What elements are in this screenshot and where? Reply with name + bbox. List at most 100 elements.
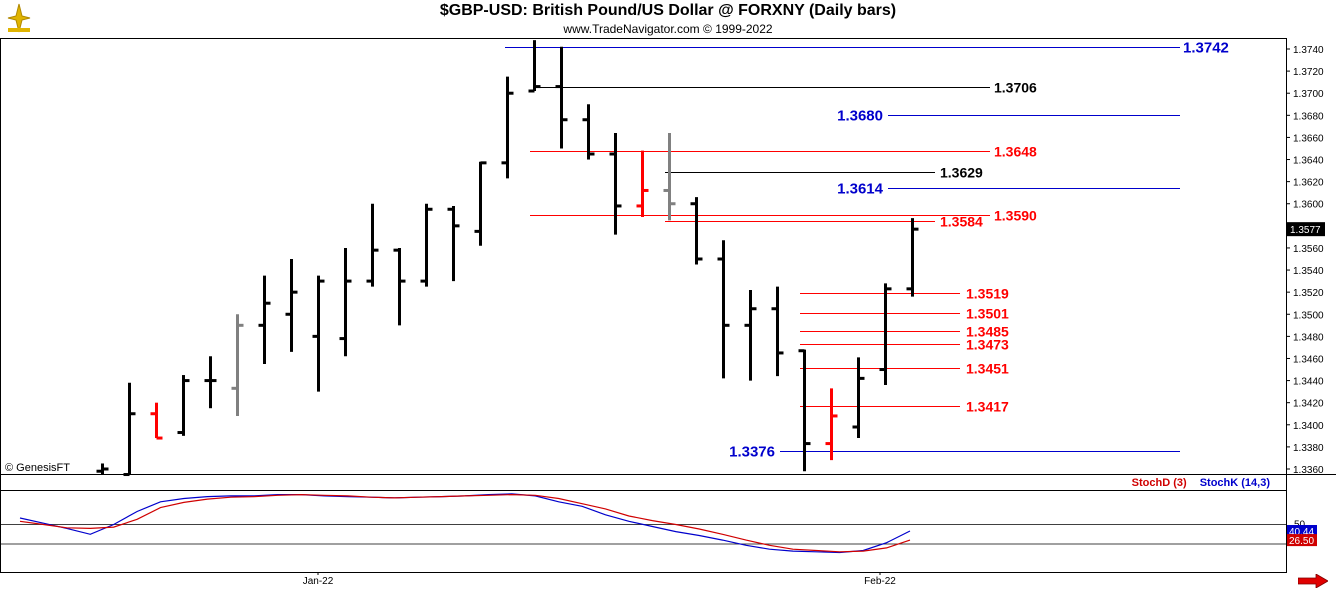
x-tick-label: Feb-22 — [864, 576, 896, 587]
y-tick-label: 1.3400 — [1293, 421, 1324, 432]
ohlc-bar — [258, 275, 271, 364]
y-tick: 1.3380 — [1286, 443, 1324, 454]
price-level-1-3519: 1.3519 — [800, 286, 1009, 302]
ohlc-bar — [555, 46, 568, 149]
y-tick: 1.3560 — [1286, 244, 1324, 255]
level-label: 1.3706 — [994, 80, 1037, 96]
price-level-1-3473: 1.3473 — [800, 337, 1009, 353]
y-tick: 1.3700 — [1286, 89, 1324, 100]
y-tick-label: 1.3500 — [1293, 310, 1324, 321]
ohlc-bar — [636, 150, 649, 217]
last-price-label: 1.3577 — [1290, 225, 1321, 236]
chart-frame — [0, 38, 1336, 573]
ohlc-bar — [150, 402, 163, 440]
ohlc-bar — [204, 356, 217, 409]
ohlc-bar — [312, 275, 325, 392]
y-tick-label: 1.3540 — [1293, 266, 1324, 277]
ohlc-bar — [501, 76, 514, 179]
y-tick: 1.3740 — [1286, 45, 1324, 56]
price-levels: 1.3742 1.3706 1.3680 1.3648 1.3629 1.3614 1.35… — [505, 40, 1229, 461]
ohlc-bar — [852, 357, 865, 439]
level-label: 1.3590 — [994, 208, 1037, 224]
y-tick: 1.3520 — [1286, 288, 1324, 299]
price-level-1-3417: 1.3417 — [800, 399, 1009, 415]
ohlc-bar — [771, 286, 784, 377]
ohlc-bar — [474, 161, 487, 246]
y-tick: 1.3720 — [1286, 67, 1324, 78]
y-tick-label: 1.3460 — [1293, 354, 1324, 365]
price-level-1-3451: 1.3451 — [800, 361, 1009, 377]
ohlc-bar — [123, 382, 136, 477]
price-level-1-3742: 1.3742 — [505, 40, 1229, 57]
level-label: 1.3680 — [837, 108, 883, 125]
price-level-1-3648: 1.3648 — [530, 144, 1037, 160]
stochastic-legend: StochD (3) StochK (14,3) — [1132, 477, 1270, 489]
price-level-1-3706: 1.3706 — [540, 80, 1037, 96]
level-label: 1.3485 — [966, 324, 1009, 340]
ohlc-bar — [798, 349, 811, 472]
level-label: 1.3473 — [966, 337, 1009, 353]
x-tick-label: Jan-22 — [303, 576, 334, 587]
ohlc-bar — [177, 375, 190, 436]
ohlc-bar — [690, 197, 703, 265]
ohlc-bars — [96, 40, 919, 477]
y-tick-label: 1.3600 — [1293, 200, 1324, 211]
y-tick-label: 1.3440 — [1293, 377, 1324, 388]
ohlc-bar — [420, 203, 433, 287]
price-level-1-3376: 1.3376 — [729, 444, 1180, 461]
ohlc-bar — [447, 205, 460, 282]
price-level-1-3629: 1.3629 — [665, 165, 983, 181]
y-tick: 1.3620 — [1286, 178, 1324, 189]
stoch-d-line — [19, 493, 911, 553]
price-level-1-3680: 1.3680 — [837, 108, 1180, 125]
y-tick: 1.3540 — [1286, 266, 1324, 277]
level-label: 1.3501 — [966, 306, 1009, 322]
y-tick-label: 1.3620 — [1293, 178, 1324, 189]
y-tick-label: 1.3640 — [1293, 156, 1324, 167]
ohlc-bar — [744, 289, 757, 381]
y-tick: 1.3420 — [1286, 399, 1324, 410]
level-label: 1.3451 — [966, 361, 1009, 377]
ohlc-bar — [582, 104, 595, 160]
price-level-1-3590: 1.3590 — [530, 208, 1037, 224]
y-tick-label: 1.3480 — [1293, 332, 1324, 343]
ohlc-bar — [366, 203, 379, 287]
ohlc-bar — [825, 388, 838, 461]
y-tick: 1.3600 — [1286, 200, 1324, 211]
ohlc-bar — [663, 133, 676, 221]
y-tick: 1.3440 — [1286, 377, 1324, 388]
y-tick: 1.3660 — [1286, 133, 1324, 144]
y-tick: 1.3500 — [1286, 310, 1324, 321]
ohlc-bar — [231, 314, 244, 416]
scroll-right-arrow-icon[interactable] — [1298, 574, 1328, 588]
ohlc-bar — [528, 40, 541, 93]
level-label: 1.3376 — [729, 444, 775, 461]
y-tick-label: 1.3380 — [1293, 443, 1324, 454]
ohlc-bar — [609, 133, 622, 235]
stoch-d-badge: 26.50 — [1287, 534, 1317, 547]
y-tick: 1.3460 — [1286, 354, 1324, 365]
price-level-1-3501: 1.3501 — [800, 306, 1009, 322]
chart-subtitle: www.TradeNavigator.com © 1999-2022 — [563, 22, 773, 36]
ohlc-bar — [879, 283, 892, 385]
price-level-1-3614: 1.3614 — [837, 181, 1180, 198]
x-tick: Feb-22 — [864, 572, 896, 587]
ohlc-bar — [393, 247, 406, 326]
stoch-d-label: StochD (3) — [1131, 477, 1187, 489]
y-tick: 1.3480 — [1286, 332, 1324, 343]
copyright-label: © GenesisFT — [5, 462, 70, 474]
plot-border — [0, 38, 1287, 573]
genesis-logo-icon — [7, 3, 31, 33]
chart-header: $GBP-USD: British Pound/US Dollar @ FORX… — [0, 0, 1336, 38]
y-tick-label: 1.3740 — [1293, 45, 1324, 56]
ohlc-bar — [96, 463, 109, 474]
y-tick-label: 1.3700 — [1293, 89, 1324, 100]
y-tick: 1.3400 — [1286, 421, 1324, 432]
y-tick-label: 1.3560 — [1293, 244, 1324, 255]
price-level-1-3584: 1.3584 — [665, 214, 983, 230]
y-tick: 1.3680 — [1286, 111, 1324, 122]
y-tick-label: 1.3420 — [1293, 399, 1324, 410]
last-price-badge: 1.3577 — [1287, 222, 1325, 237]
